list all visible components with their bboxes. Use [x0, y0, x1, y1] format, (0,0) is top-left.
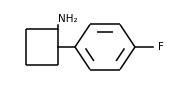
Text: F: F [158, 42, 164, 52]
Text: NH₂: NH₂ [58, 14, 78, 24]
